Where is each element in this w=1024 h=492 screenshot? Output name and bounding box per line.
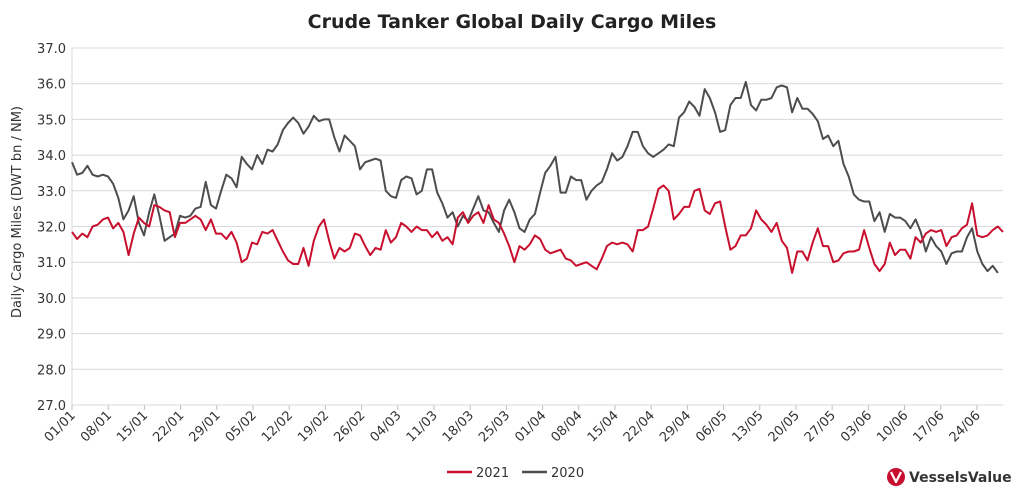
legend: 2021 2020 bbox=[447, 466, 584, 481]
x-tick-label: 12/02 bbox=[259, 408, 296, 445]
y-tick-label: 31.0 bbox=[37, 256, 66, 271]
y-tick-label: 34.0 bbox=[37, 149, 66, 164]
series-line-2021 bbox=[71, 184, 1004, 274]
x-axis-ticks: 01/01 08/01 15/01 22/01 29/01 05/02 12/02 19/02… bbox=[42, 405, 984, 445]
brand-name: VesselsValue bbox=[909, 470, 1012, 486]
x-tick-label: 08/04 bbox=[548, 408, 585, 445]
y-tick-label: 33.0 bbox=[37, 185, 66, 200]
x-tick-label: 11/03 bbox=[404, 408, 441, 445]
y-tick-label: 32.0 bbox=[37, 221, 66, 236]
x-tick-label: 03/06 bbox=[838, 408, 875, 445]
x-tick-label: 10/06 bbox=[874, 408, 911, 445]
grid bbox=[71, 47, 1003, 406]
y-tick-label: 36.0 bbox=[37, 78, 66, 93]
x-tick-label: 13/05 bbox=[729, 408, 766, 445]
x-tick-label: 27/05 bbox=[802, 408, 839, 445]
x-tick-label: 04/03 bbox=[368, 408, 405, 445]
x-tick-label: 22/04 bbox=[621, 408, 658, 445]
x-tick-label: 19/02 bbox=[295, 408, 332, 445]
x-tick-label: 06/05 bbox=[693, 408, 730, 445]
x-tick-label: 22/01 bbox=[150, 408, 187, 445]
y-axis-label: Daily Cargo Miles (DWT bn / NM) bbox=[10, 106, 25, 318]
vesselsvalue-logo-icon bbox=[887, 468, 905, 486]
x-tick-label: 01/04 bbox=[512, 408, 549, 445]
x-tick-label: 25/03 bbox=[476, 408, 513, 445]
x-tick-label: 29/01 bbox=[187, 408, 224, 445]
y-axis-ticks: 37.0 36.0 35.0 34.0 33.0 32.0 31.0 30.0 29.0 28.0… bbox=[37, 42, 66, 414]
x-tick-label: 15/04 bbox=[585, 408, 622, 445]
brand-logo: VesselsValue bbox=[887, 468, 1012, 486]
x-tick-label: 18/03 bbox=[440, 408, 477, 445]
x-tick-label: 24/06 bbox=[947, 408, 984, 445]
x-tick-label: 29/04 bbox=[657, 408, 694, 445]
y-tick-label: 30.0 bbox=[37, 292, 66, 307]
y-tick-label: 29.0 bbox=[37, 328, 66, 343]
x-tick-label: 17/06 bbox=[910, 408, 947, 445]
x-tick-label: 26/02 bbox=[331, 408, 368, 445]
x-tick-label: 20/05 bbox=[766, 408, 803, 445]
chart-title: Crude Tanker Global Daily Cargo Miles bbox=[308, 11, 717, 33]
y-tick-label: 35.0 bbox=[37, 113, 66, 128]
series-lines bbox=[71, 80, 1004, 274]
x-tick-label: 15/01 bbox=[114, 408, 151, 445]
legend-label-2020: 2020 bbox=[551, 466, 584, 481]
series-line-2020 bbox=[71, 80, 999, 274]
y-tick-label: 37.0 bbox=[37, 42, 66, 57]
x-tick-label: 08/01 bbox=[78, 408, 115, 445]
y-tick-label: 28.0 bbox=[37, 363, 66, 378]
x-tick-label: 05/02 bbox=[223, 408, 260, 445]
y-tick-label: 27.0 bbox=[37, 399, 66, 414]
legend-label-2021: 2021 bbox=[476, 466, 509, 481]
